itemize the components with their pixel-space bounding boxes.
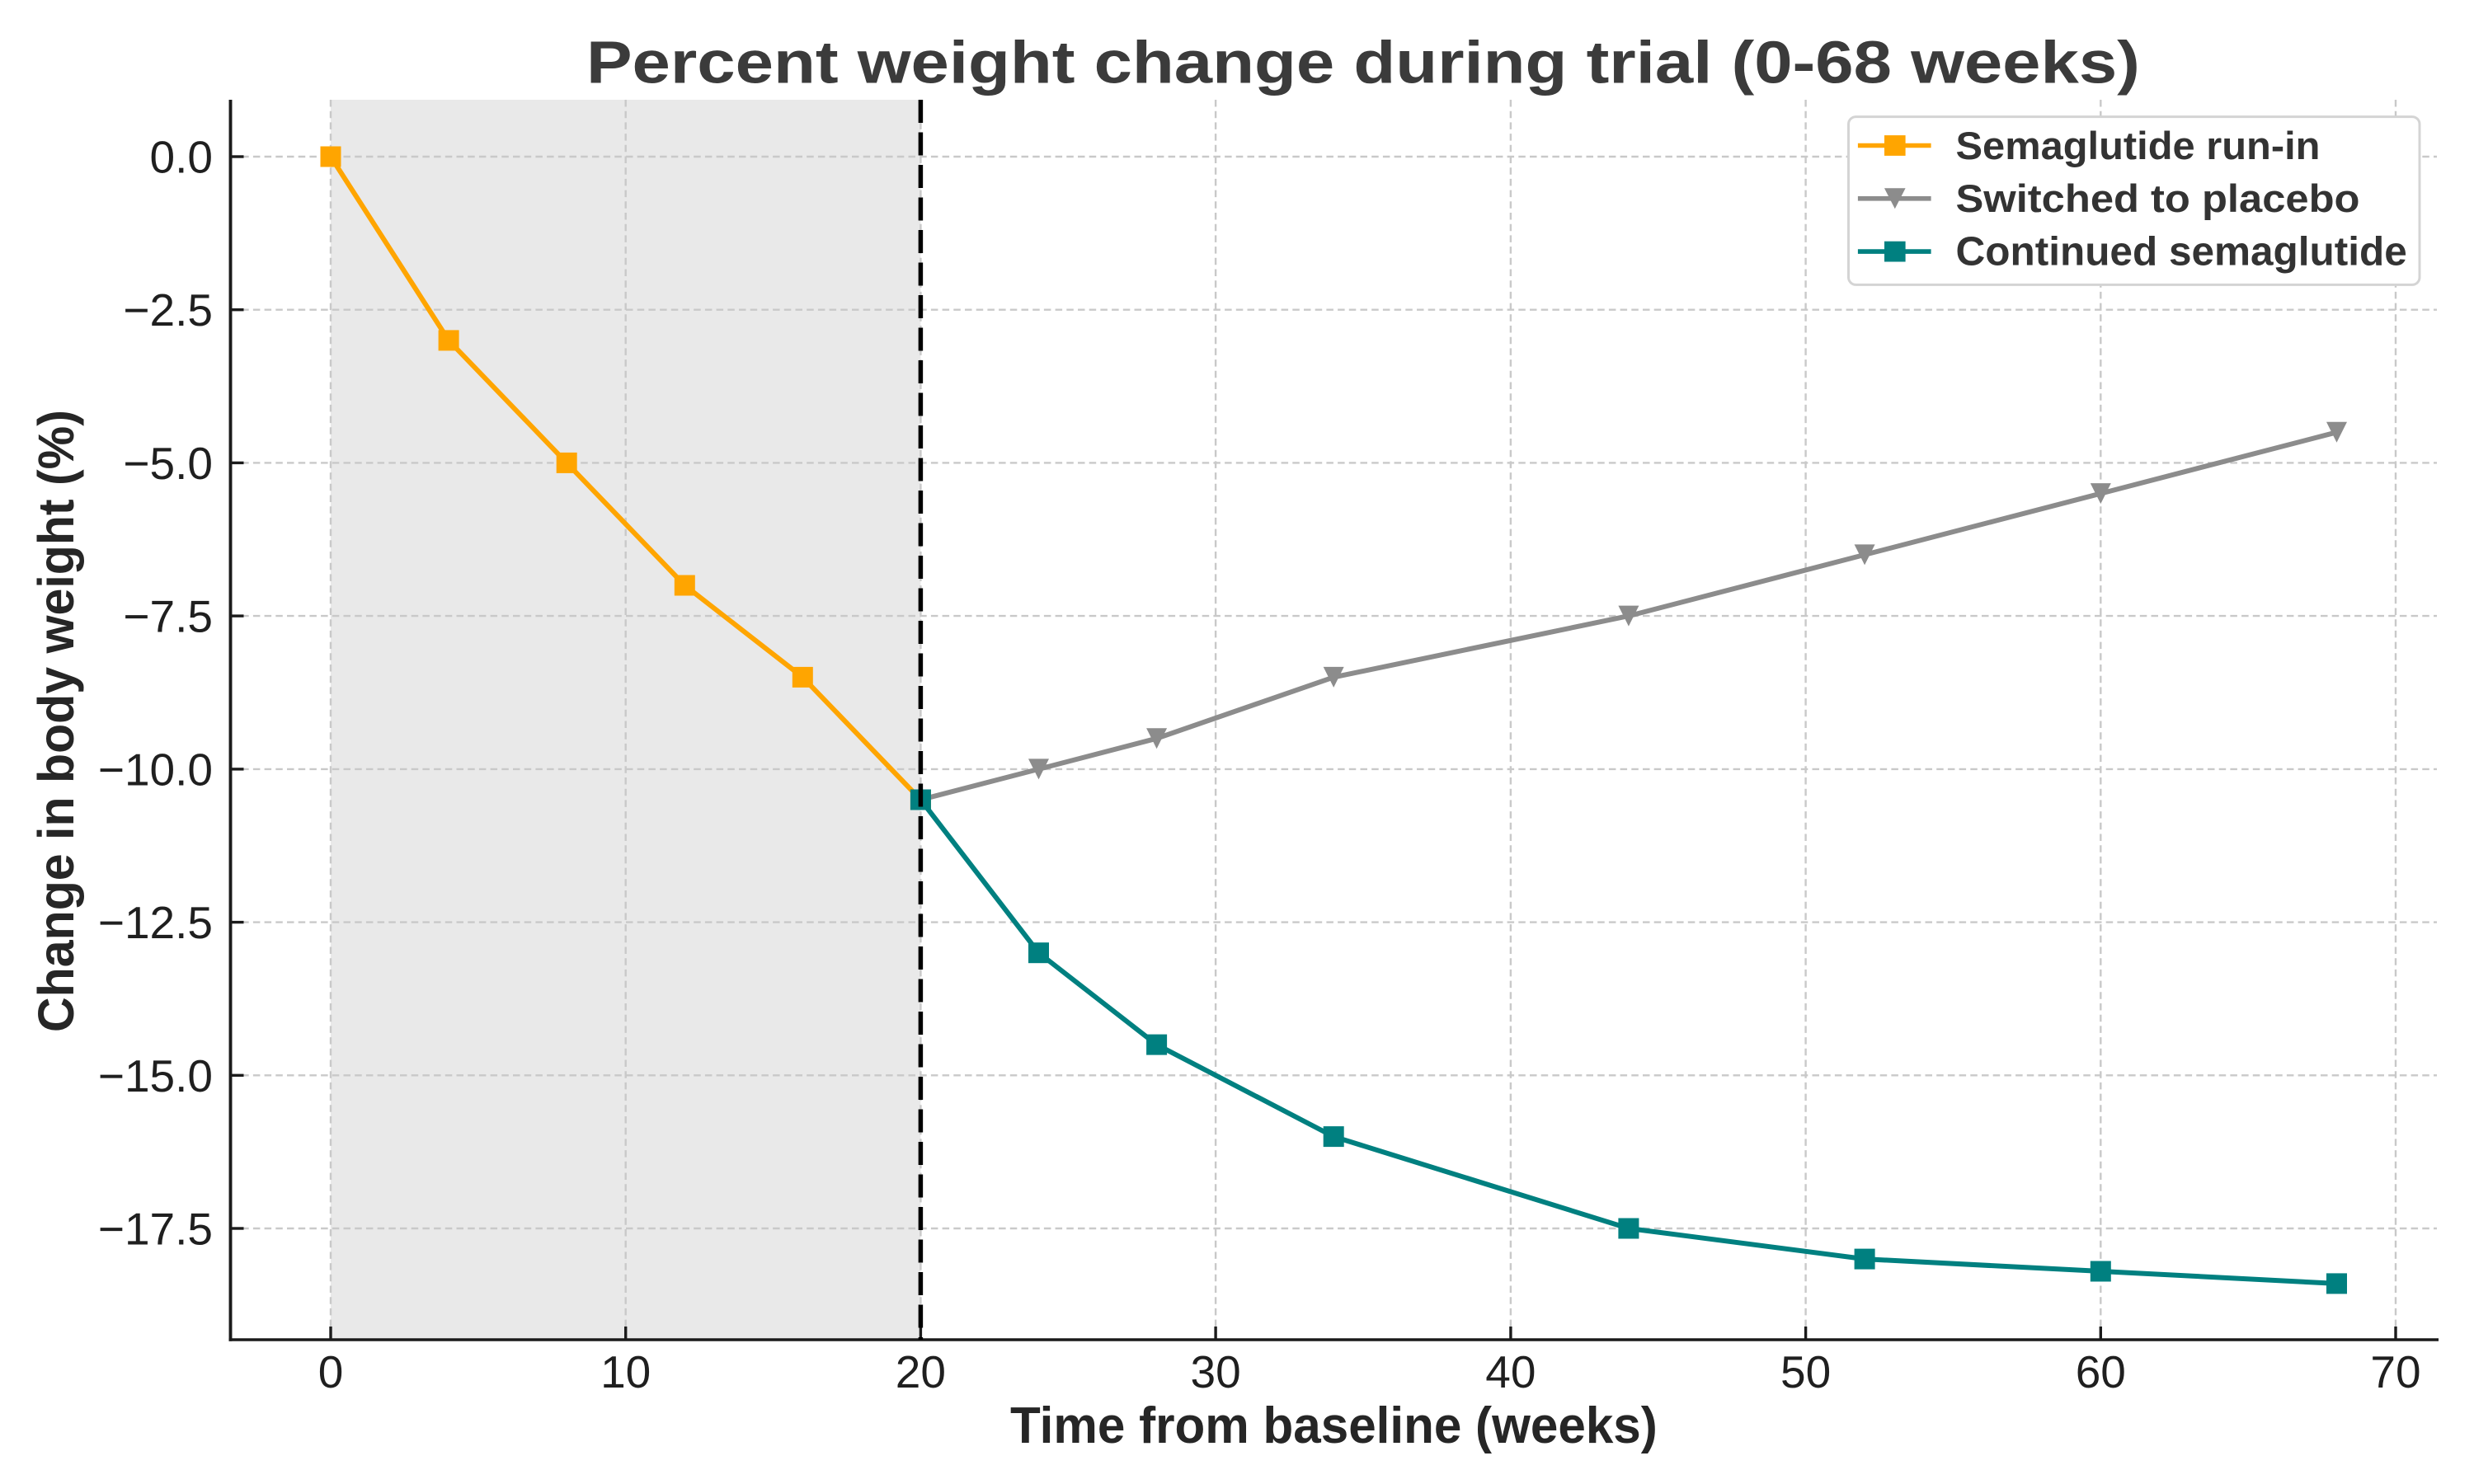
svg-text:10: 10 [600, 1346, 651, 1397]
svg-text:Continued semaglutide: Continued semaglutide [1956, 228, 2407, 274]
svg-text:−5.0: −5.0 [123, 438, 213, 489]
svg-text:20: 20 [896, 1346, 946, 1397]
svg-text:0: 0 [318, 1346, 344, 1397]
svg-text:−12.5: −12.5 [98, 897, 213, 948]
svg-text:−17.5: −17.5 [98, 1204, 213, 1255]
svg-text:Time from baseline (weeks): Time from baseline (weeks) [1010, 1397, 1658, 1453]
svg-text:Change in body weight (%): Change in body weight (%) [27, 410, 84, 1032]
svg-text:−10.0: −10.0 [98, 744, 213, 795]
svg-text:40: 40 [1485, 1346, 1536, 1397]
svg-text:Percent weight change during t: Percent weight change during trial (0-68… [586, 28, 2140, 96]
svg-text:−7.5: −7.5 [123, 591, 213, 642]
svg-text:0.0: 0.0 [150, 132, 213, 183]
svg-text:70: 70 [2370, 1346, 2420, 1397]
svg-text:50: 50 [1780, 1346, 1831, 1397]
svg-text:−15.0: −15.0 [98, 1050, 213, 1101]
svg-text:60: 60 [2076, 1346, 2126, 1397]
svg-text:Switched to placebo: Switched to placebo [1956, 177, 2360, 221]
svg-text:30: 30 [1191, 1346, 1241, 1397]
svg-text:−2.5: −2.5 [123, 284, 213, 336]
svg-text:Semaglutide run-in: Semaglutide run-in [1956, 124, 2321, 168]
